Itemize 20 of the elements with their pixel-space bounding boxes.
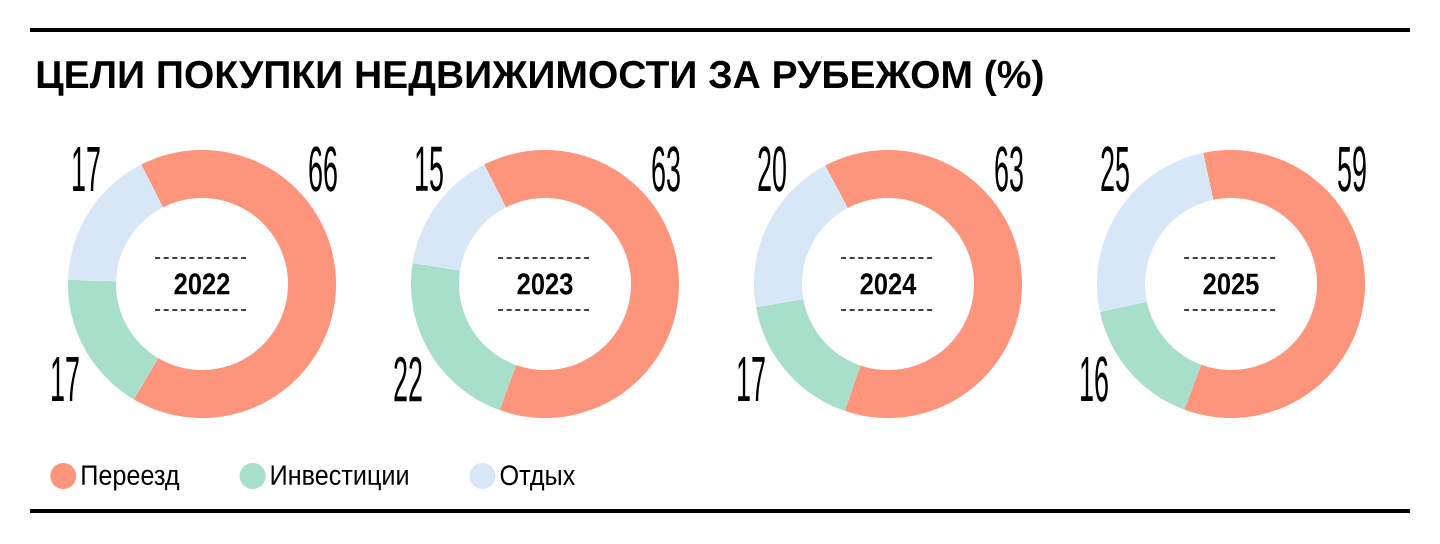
legend-label: Отдых	[500, 465, 575, 491]
data-label: 17	[73, 146, 100, 192]
data-label: 15	[416, 146, 443, 192]
text: 2025	[1203, 273, 1259, 295]
data-label: 17	[738, 356, 765, 402]
text: 2023	[517, 273, 573, 295]
data-label: 59	[1338, 146, 1366, 192]
data-label: 22	[394, 356, 422, 402]
data-label: 63	[995, 146, 1023, 192]
data-label: 16	[1081, 356, 1108, 402]
data-label: 17	[52, 356, 79, 402]
legend-label: Инвестиции	[271, 465, 408, 491]
data-label: 66	[309, 146, 337, 192]
text: 2024	[860, 273, 917, 295]
legend-label: Переезд	[82, 465, 180, 491]
data-label: 63	[652, 146, 680, 192]
text: ЦЕЛИ ПОКУПКИ НЕДВИЖИМОСТИ ЗА РУБЕЖОМ (%)	[37, 59, 1043, 97]
data-label: 25	[1101, 146, 1129, 192]
text: 2022	[174, 273, 230, 295]
data-label: 20	[758, 146, 786, 192]
